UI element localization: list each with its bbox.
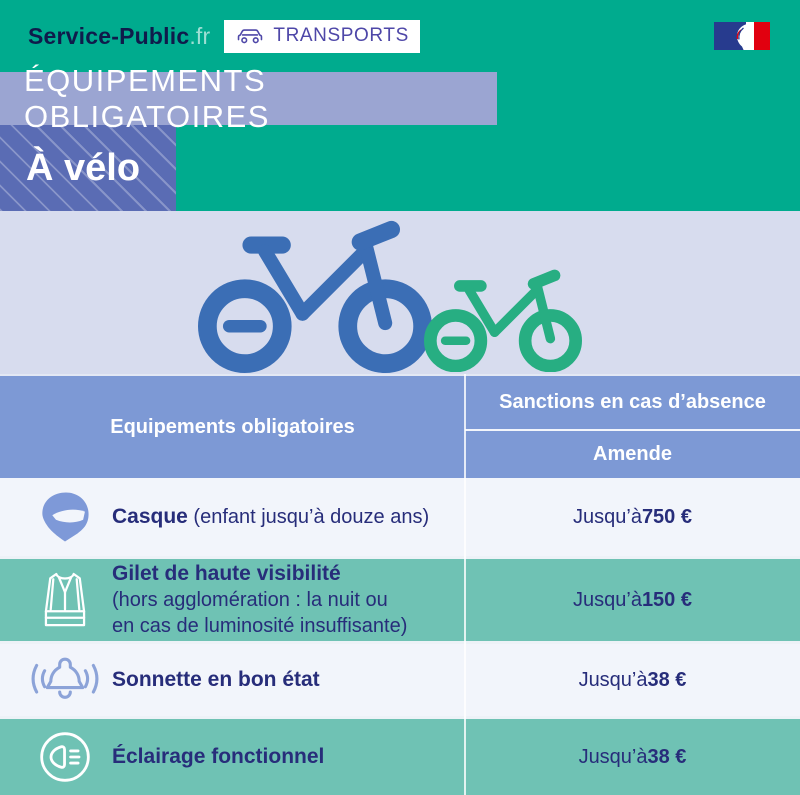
fine-prefix: Jusqu’à bbox=[573, 505, 642, 528]
adult-bicycle-icon bbox=[198, 217, 432, 373]
sub-title-banner: À vélo bbox=[0, 125, 176, 211]
equipment-title: Gilet de haute visibilité bbox=[112, 562, 341, 585]
brand-name: Service-Public bbox=[28, 22, 190, 49]
child-bicycle-icon bbox=[424, 267, 582, 372]
headlight-icon bbox=[22, 729, 108, 785]
equipment-cell: Gilet de haute visibilité (hors agglomér… bbox=[0, 559, 465, 641]
brand-logo: Service-Public.fr bbox=[28, 23, 210, 50]
fine-prefix: Jusqu’à bbox=[578, 668, 648, 691]
badge-label: TRANSPORTS bbox=[273, 25, 409, 46]
table-row-gilet: Gilet de haute visibilité (hors agglomér… bbox=[0, 556, 800, 641]
equipment-text: Gilet de haute visibilité (hors agglomér… bbox=[108, 561, 407, 639]
equipment-text: Sonnette en bon état bbox=[108, 667, 320, 693]
bike-illustration-area bbox=[0, 211, 800, 374]
equipment-text: Éclairage fonctionnel bbox=[108, 744, 324, 770]
table-header: Equipements obligatoires Sanctions en ca… bbox=[0, 374, 800, 478]
equipment-detail: (enfant jusqu’à douze ans) bbox=[187, 506, 430, 528]
fine-amount: 38 € bbox=[647, 668, 687, 691]
fine-prefix: Jusqu’à bbox=[573, 588, 642, 611]
vest-icon bbox=[22, 569, 108, 631]
equipment-cell: Éclairage fonctionnel bbox=[0, 719, 465, 795]
fine-cell: Jusqu’à 750 € bbox=[465, 478, 800, 556]
table-row-casque: Casque (enfant jusqu’à douze ans) Jusqu’… bbox=[0, 478, 800, 556]
equipment-column-header: Equipements obligatoires bbox=[110, 415, 355, 438]
equipment-text: Casque (enfant jusqu’à douze ans) bbox=[108, 504, 429, 530]
table-row-eclairage: Éclairage fonctionnel Jusqu’à 38 € bbox=[0, 716, 800, 795]
equipment-title: Casque bbox=[112, 505, 188, 528]
site-header: Service-Public.fr TRANSPORTS bbox=[0, 0, 800, 72]
fine-prefix: Jusqu’à bbox=[578, 745, 648, 768]
main-title: ÉQUIPEMENTS OBLIGATOIRES bbox=[24, 62, 270, 134]
fine-amount: 150 € bbox=[641, 588, 692, 611]
main-title-banner: ÉQUIPEMENTS OBLIGATOIRES bbox=[0, 63, 497, 134]
fine-cell: Jusqu’à 38 € bbox=[465, 644, 800, 716]
fine-cell: Jusqu’à 38 € bbox=[465, 719, 800, 795]
table-row-sonnette: Sonnette en bon état Jusqu’à 38 € bbox=[0, 641, 800, 716]
fine-amount: 38 € bbox=[647, 745, 687, 768]
equipment-detail: (hors agglomération : la nuit ou en cas … bbox=[112, 589, 408, 637]
amende-header-label: Amende bbox=[593, 442, 672, 465]
equipment-title: Éclairage fonctionnel bbox=[112, 745, 325, 768]
equipment-cell: Sonnette en bon état bbox=[0, 644, 465, 716]
car-icon bbox=[238, 29, 263, 44]
equipment-cell: Casque (enfant jusqu’à douze ans) bbox=[0, 478, 465, 556]
equipment-title: Sonnette en bon état bbox=[112, 668, 320, 691]
sanctions-column-header: Sanctions en cas d’absence Amende bbox=[465, 376, 800, 478]
sanctions-header-label: Sanctions en cas d’absence bbox=[465, 376, 800, 431]
brand-suffix: .fr bbox=[189, 22, 211, 49]
top-banner-zone: Service-Public.fr TRANSPORTS bbox=[0, 0, 800, 211]
bell-icon bbox=[22, 653, 108, 708]
helmet-icon bbox=[22, 488, 108, 546]
sub-title: À vélo bbox=[26, 146, 141, 189]
french-republic-flag-icon bbox=[714, 22, 770, 50]
fine-cell: Jusqu’à 150 € bbox=[465, 559, 800, 641]
transports-badge: TRANSPORTS bbox=[224, 19, 420, 53]
fine-amount: 750 € bbox=[641, 505, 692, 528]
table-column-divider bbox=[464, 374, 466, 795]
